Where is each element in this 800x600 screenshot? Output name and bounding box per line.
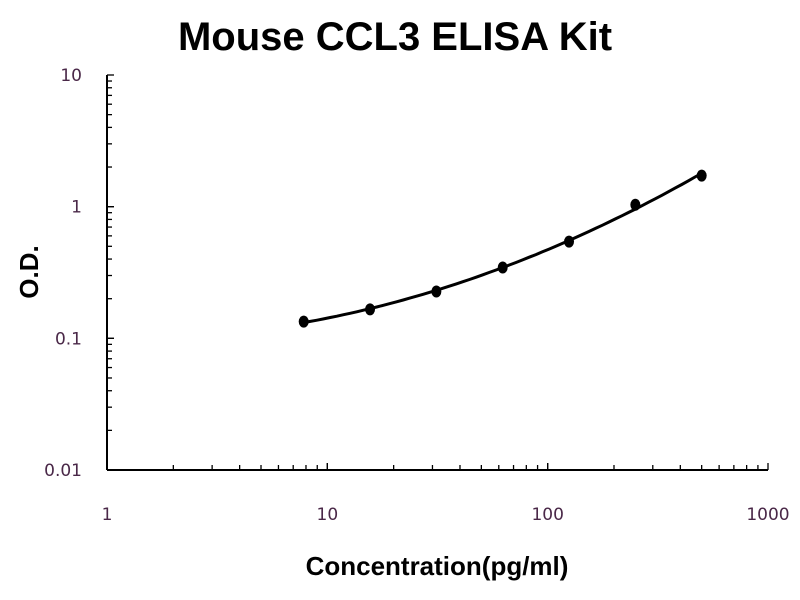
y-axis-label: O.D. [14, 245, 44, 298]
data-point [696, 169, 707, 182]
chart-title: Mouse CCL3 ELISA Kit [178, 15, 612, 59]
axes: 1 10 100 1000 0.01 0.1 1 10 [44, 66, 789, 525]
x-tick-label: 10 [317, 505, 339, 525]
data-point [431, 285, 442, 298]
x-tick-label: 100 [531, 505, 563, 525]
data-point [630, 198, 641, 211]
x-tick-label: 1000 [746, 505, 789, 525]
data-point [298, 315, 309, 328]
data-point [497, 261, 508, 274]
plot-area [298, 169, 707, 328]
data-point [365, 303, 376, 316]
fit-curve [303, 171, 703, 325]
y-tick-label: 1 [71, 198, 82, 218]
y-tick-label: 0.01 [44, 461, 82, 481]
data-point [564, 235, 575, 248]
y-tick-label: 0.1 [55, 329, 82, 349]
x-tick-label: 1 [102, 505, 113, 525]
x-axis-label: Concentration(pg/ml) [306, 551, 569, 581]
y-tick-label: 10 [60, 66, 82, 86]
